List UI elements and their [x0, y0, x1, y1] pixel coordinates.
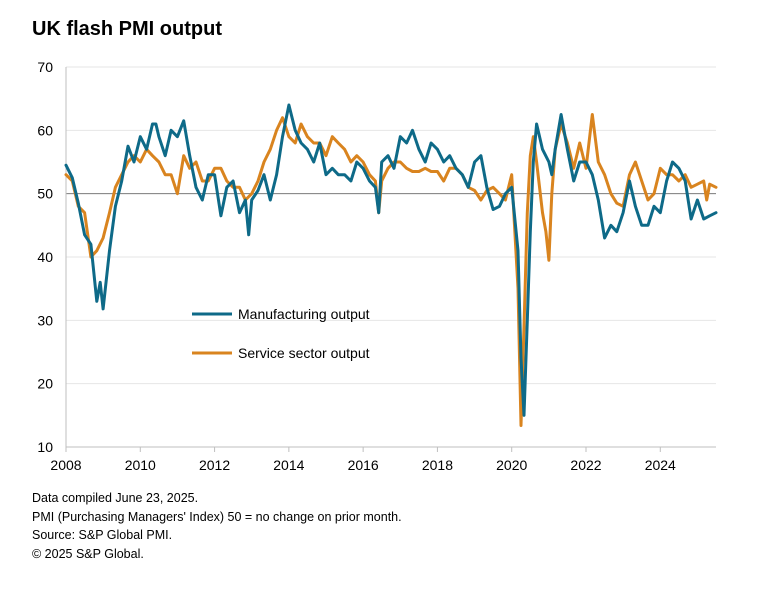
- x-tick-label-2010: 2010: [125, 457, 156, 473]
- series-layer: [64, 103, 718, 427]
- legend-label-manufacturing: Manufacturing output: [238, 306, 370, 322]
- x-tick-label-2016: 2016: [348, 457, 379, 473]
- pmi-line-chart: 10 20 30 40 50 60 70 2008 2010 2012 2014 2016 2018 20…: [37, 59, 718, 473]
- footnotes: Data compiled June 23, 2025. PMI (Purcha…: [32, 489, 402, 563]
- x-tick-label-2014: 2014: [273, 457, 304, 473]
- legend-label-services: Service sector output: [238, 345, 370, 361]
- x-tick-label-2018: 2018: [422, 457, 453, 473]
- footnote-date: Data compiled June 23, 2025.: [32, 491, 199, 505]
- y-tick-label-70: 70: [37, 59, 53, 75]
- x-tick-label-2022: 2022: [570, 457, 601, 473]
- manufacturing-output-line: [64, 103, 718, 417]
- footnote-definition: PMI (Purchasing Managers' Index) 50 = no…: [32, 509, 402, 524]
- chart-title: UK flash PMI output: [32, 18, 222, 40]
- y-tick-label-30: 30: [37, 312, 53, 328]
- y-tick-label-10: 10: [37, 439, 53, 455]
- y-tick-label-40: 40: [37, 249, 53, 265]
- legend: Manufacturing output Service sector outpu…: [192, 306, 370, 361]
- x-tick-label-2024: 2024: [645, 457, 676, 473]
- y-tick-label-50: 50: [37, 186, 53, 202]
- y-tick-label-60: 60: [37, 122, 53, 138]
- x-tick-label-2008: 2008: [50, 457, 81, 473]
- footnote-source: Source: S&P Global PMI.: [32, 528, 173, 542]
- footnote-copyright: © 2025 S&P Global.: [32, 546, 144, 561]
- service-sector-output-line: [64, 113, 718, 427]
- axes: 10 20 30 40 50 60 70 2008 2010 2012 2014 2016 2018 20…: [37, 59, 716, 473]
- y-tick-label-20: 20: [37, 376, 53, 392]
- x-tick-label-2020: 2020: [496, 457, 527, 473]
- x-tick-label-2012: 2012: [199, 457, 230, 473]
